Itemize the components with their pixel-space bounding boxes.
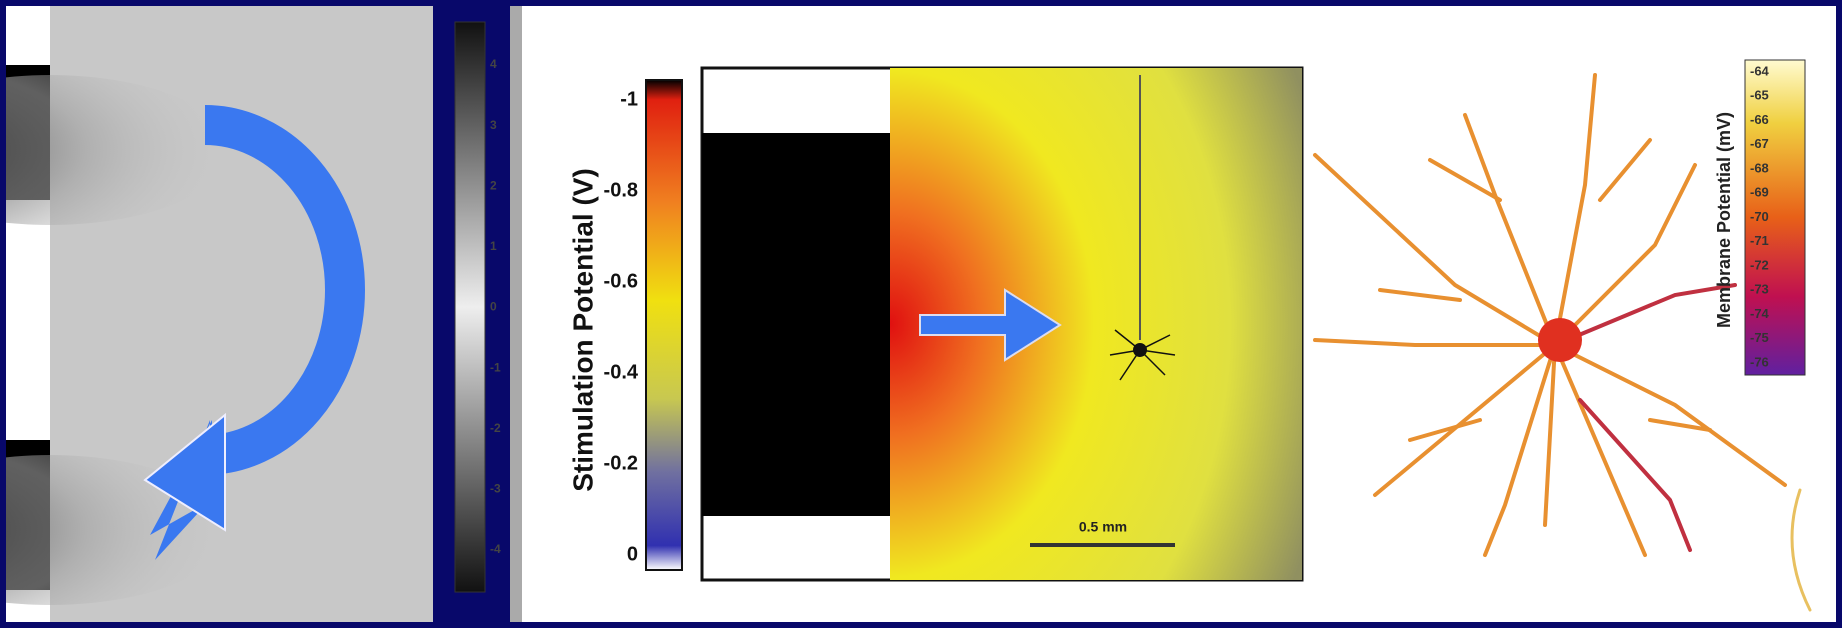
colorbar-tick-label: 2 — [490, 178, 497, 192]
scale-bar-label: 0.5 mm — [1079, 519, 1127, 535]
left-panel: 4 3 2 1 0 -1 -2 -3 -4 — [0, 0, 522, 628]
slide: 43210-1-2-3-4 Stimulation Potential (V) … — [0, 0, 1842, 628]
colorbar-tick-label: 3 — [490, 118, 497, 132]
colorbar-tick-label: -71 — [1750, 233, 1769, 248]
colorbar-tick-label: -76 — [1750, 354, 1769, 369]
colorbar-label: Stimulation Potential (V) — [567, 168, 598, 492]
colorbar-tick-label: -0.6 — [604, 270, 638, 292]
colorbar-tick-label: -69 — [1750, 185, 1769, 200]
colorbar-tick-label: -3 — [490, 482, 501, 496]
colorbar-label: Membrane Potential (mV) — [1714, 112, 1734, 328]
colorbar-tick-label: -1 — [620, 88, 638, 110]
colorbar-tick-label: 4 — [490, 57, 497, 71]
colorbar-tick-label: -4 — [490, 542, 501, 556]
colorbar-tick-label: -74 — [1750, 306, 1770, 321]
colorbar-tick-label: -64 — [1750, 63, 1770, 78]
colorbar-tick-label: -68 — [1750, 160, 1769, 175]
colorbar-tick-label: -0.2 — [604, 452, 638, 474]
colorbar-tick-label: -0.8 — [604, 179, 638, 201]
colorbar-tick-label: 1 — [490, 239, 497, 253]
colorbar-tick-label: -1 — [490, 360, 501, 374]
colorbar-tick-label: -75 — [1750, 330, 1769, 345]
colorbar-tick-label: -2 — [490, 421, 501, 435]
colorbar-tick-label: -70 — [1750, 209, 1769, 224]
colorbar-tick-label: -72 — [1750, 257, 1769, 272]
colorbar-tick-label: -73 — [1750, 282, 1769, 297]
colorbar-tick-label: -66 — [1750, 112, 1769, 127]
colorbar-tick-label: -67 — [1750, 136, 1769, 151]
colorbar-tick-label: 0 — [627, 543, 638, 565]
colorbar-tick-label: -0.4 — [604, 361, 639, 383]
colorbar-tick-label: -65 — [1750, 88, 1769, 103]
colorbar-tick-label: 0 — [490, 300, 497, 314]
